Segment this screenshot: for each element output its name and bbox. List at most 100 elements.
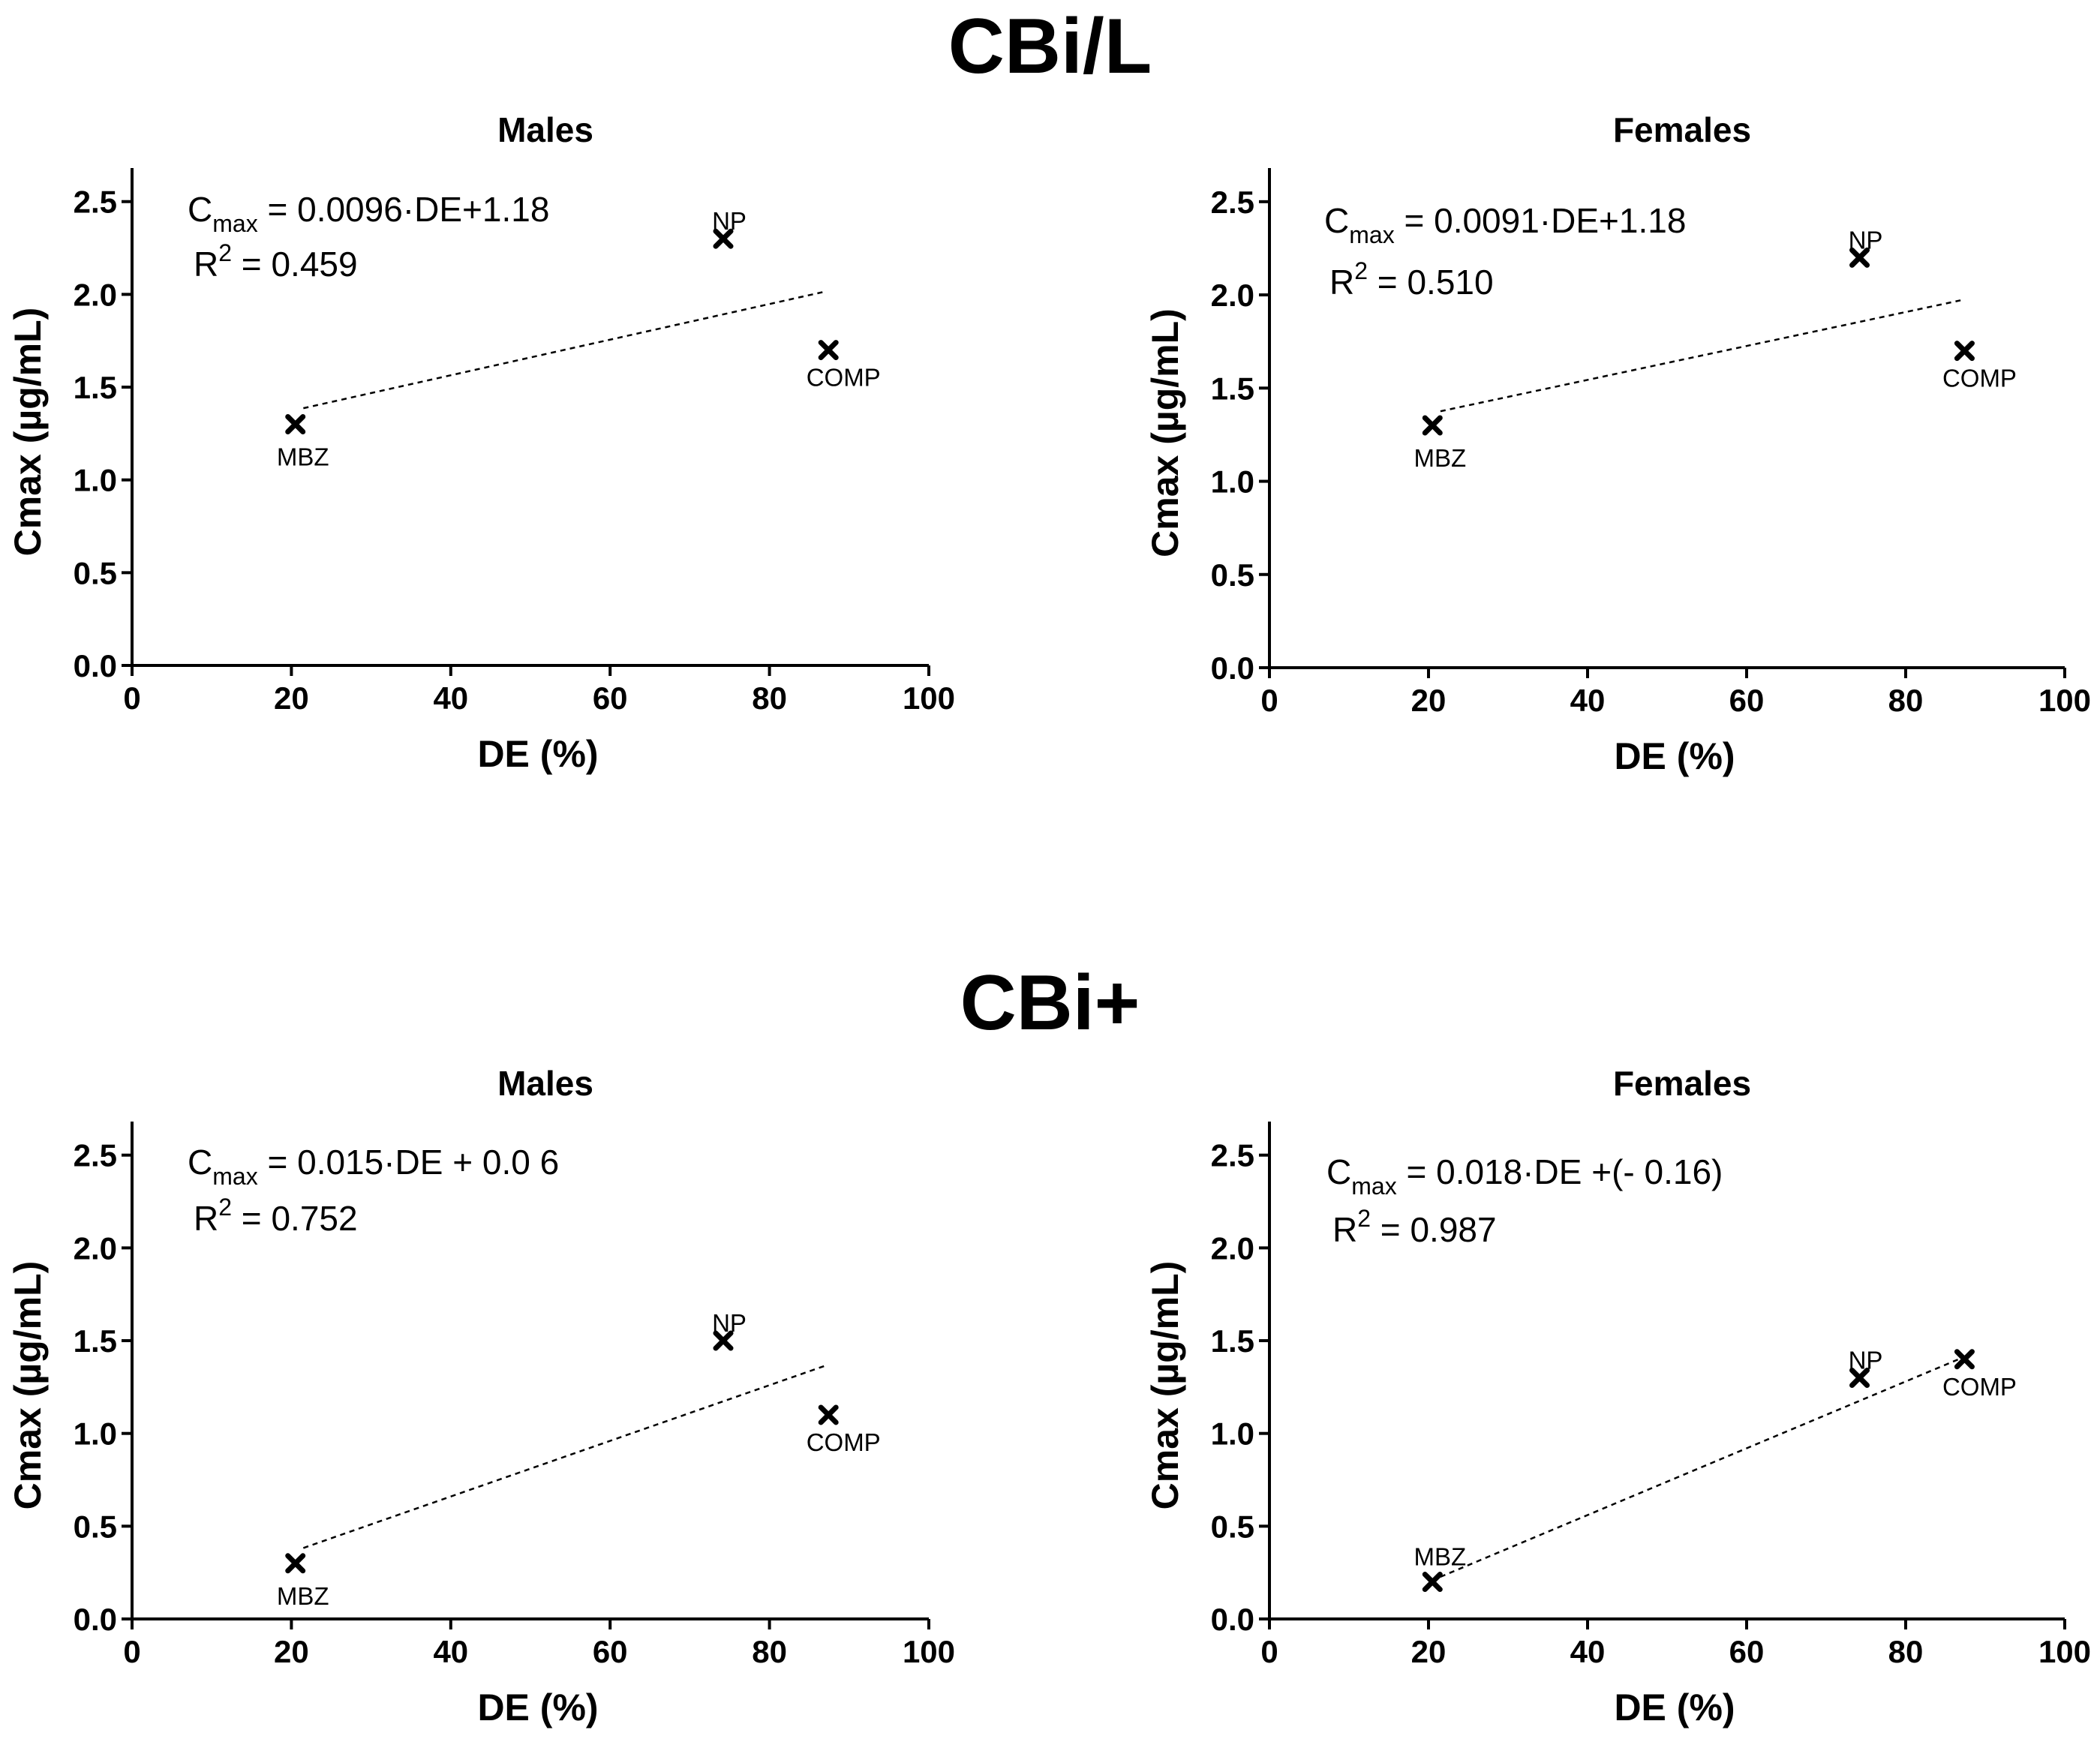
point-label-mbz: MBZ: [277, 1582, 329, 1610]
fit-equation-rest: = 0.018·DE +(- 0.16): [1397, 1152, 1723, 1191]
fit-equation-prefix: C: [188, 190, 212, 229]
x-tick-label: 100: [903, 1634, 955, 1669]
y-axis-label: Cmax (µg/mL): [7, 1261, 49, 1510]
point-label-mbz: MBZ: [1414, 444, 1466, 472]
data-point-comp: [818, 1404, 839, 1425]
y-tick-label: 0.0: [1211, 650, 1254, 686]
y-tick-label: 1.0: [1211, 464, 1254, 500]
y-tick-label: 0.5: [1211, 1509, 1254, 1544]
data-point-np: [713, 1330, 734, 1351]
chart-title: Males: [497, 1064, 593, 1103]
y-tick-label: 1.0: [1211, 1416, 1254, 1452]
y-tick-label: 0.5: [1211, 557, 1254, 593]
point-label-mbz: MBZ: [1414, 1543, 1466, 1571]
x-axis-label: DE (%): [1614, 1686, 1735, 1728]
fit-equation-subscript: max: [212, 210, 257, 237]
x-tick-label: 20: [1411, 1634, 1447, 1669]
r-squared-superscript: 2: [218, 1194, 232, 1221]
x-tick-label: 80: [1888, 1634, 1924, 1669]
y-tick-label: 0.5: [74, 1509, 117, 1544]
r-squared-superscript: 2: [1357, 1205, 1371, 1232]
fit-equation-prefix: C: [188, 1143, 212, 1182]
fit-equation-subscript: max: [1351, 1173, 1396, 1200]
data-point-mbz: [285, 1553, 306, 1574]
y-tick-label: 2.5: [74, 185, 117, 220]
x-tick-label: 20: [274, 1634, 309, 1669]
y-tick-label: 0.5: [74, 555, 117, 590]
y-tick-label: 1.0: [74, 463, 117, 498]
data-point-np: [713, 228, 734, 249]
fit-equation-prefix: C: [1324, 201, 1349, 240]
chart-title: Males: [497, 110, 593, 149]
r-squared-prefix: R: [194, 1199, 218, 1238]
fit-equation-rest: = 0.0091·DE+1.18: [1395, 201, 1687, 240]
chart-panel: Males 0 20 40 60 80 100 0.0 0.5 1.0 1.5 2.0 2.5 DE (%…: [7, 1064, 955, 1728]
fit-r-squared: R2 = 0.752: [194, 1194, 358, 1238]
y-tick-label: 2.0: [74, 1230, 117, 1266]
point-label-comp: COMP: [807, 1428, 881, 1456]
y-tick-label: 1.0: [74, 1416, 117, 1452]
y-tick-label: 2.0: [74, 277, 117, 312]
x-tick-label: 80: [752, 680, 787, 716]
data-point-comp: [1954, 341, 1975, 362]
chart-title: Females: [1613, 110, 1751, 149]
y-axis-label: Cmax (µg/mL): [1144, 308, 1186, 557]
r-squared-prefix: R: [1329, 263, 1354, 302]
x-axis-label: DE (%): [477, 733, 598, 775]
x-tick-label: 100: [903, 680, 955, 716]
fit-r-squared: R2 = 0.510: [1329, 257, 1494, 302]
y-tick-label: 2.0: [1211, 1230, 1254, 1266]
regression-line: [302, 1365, 825, 1549]
x-tick-label: 60: [593, 1634, 628, 1669]
y-tick-label: 2.5: [1211, 1138, 1254, 1173]
section-title-cbil: CBi/L: [948, 3, 1152, 90]
fit-r-squared: R2 = 0.987: [1332, 1205, 1497, 1249]
r-squared-superscript: 2: [218, 239, 232, 266]
regression-line: [1440, 299, 1961, 413]
point-label-np: NP: [712, 1309, 747, 1337]
point-label-np: NP: [712, 207, 747, 235]
y-tick-label: 0.0: [74, 648, 117, 683]
y-axis-label: Cmax (µg/mL): [1144, 1261, 1186, 1510]
section-title-cbiplus: CBi+: [960, 960, 1140, 1047]
point-label-comp: COMP: [1942, 1373, 2017, 1401]
point-label-np: NP: [1849, 1347, 1883, 1374]
y-tick-label: 2.5: [74, 1138, 117, 1173]
r-squared-rest: = 0.987: [1371, 1210, 1497, 1249]
fit-equation: Cmax = 0.0091·DE+1.18: [1324, 201, 1686, 248]
y-tick-label: 0.0: [1211, 1602, 1254, 1637]
x-tick-label: 60: [1729, 1634, 1765, 1669]
x-tick-label: 60: [1729, 683, 1765, 718]
point-label-comp: COMP: [807, 364, 881, 392]
x-tick-label: 0: [1260, 683, 1278, 718]
x-tick-label: 80: [752, 1634, 787, 1669]
y-tick-label: 1.5: [1211, 371, 1254, 406]
fit-equation-prefix: C: [1326, 1152, 1351, 1191]
y-axis-label: Cmax (µg/mL): [7, 308, 49, 557]
chart-panel: Males 0 20 40 60 80 100 0.0 0.5 1.0 1.5 2.0 2.5 DE (%…: [7, 110, 955, 775]
x-tick-label: 100: [2038, 683, 2091, 718]
chart-panel: Females 0 20 40 60 80 100 0.0 0.5 1.0 1.5 2.0 2.5 DE …: [1144, 1064, 2091, 1728]
fit-equation-subscript: max: [212, 1163, 257, 1190]
y-tick-label: 1.5: [74, 1323, 117, 1359]
x-tick-label: 40: [433, 680, 468, 716]
r-squared-prefix: R: [1332, 1210, 1357, 1249]
x-axis-label: DE (%): [477, 1686, 598, 1728]
x-tick-label: 0: [1260, 1634, 1278, 1669]
data-point-mbz: [1422, 1572, 1443, 1593]
data-point-comp: [818, 340, 839, 361]
chart-title: Females: [1613, 1064, 1751, 1103]
fit-equation-subscript: max: [1349, 221, 1394, 248]
regression-line: [303, 290, 825, 410]
fit-equation: Cmax = 0.015·DE + 0.0 6: [188, 1143, 559, 1190]
fit-r-squared: R2 = 0.459: [194, 239, 358, 284]
fit-equation: Cmax = 0.018·DE +(- 0.16): [1326, 1152, 1723, 1200]
r-squared-prefix: R: [194, 245, 218, 284]
r-squared-rest: = 0.459: [232, 245, 358, 284]
x-tick-label: 40: [433, 1634, 468, 1669]
fit-equation-rest: = 0.015·DE + 0.0 6: [258, 1143, 560, 1182]
y-tick-label: 2.0: [1211, 278, 1254, 313]
data-point-mbz: [285, 414, 306, 434]
y-tick-label: 2.5: [1211, 185, 1254, 220]
